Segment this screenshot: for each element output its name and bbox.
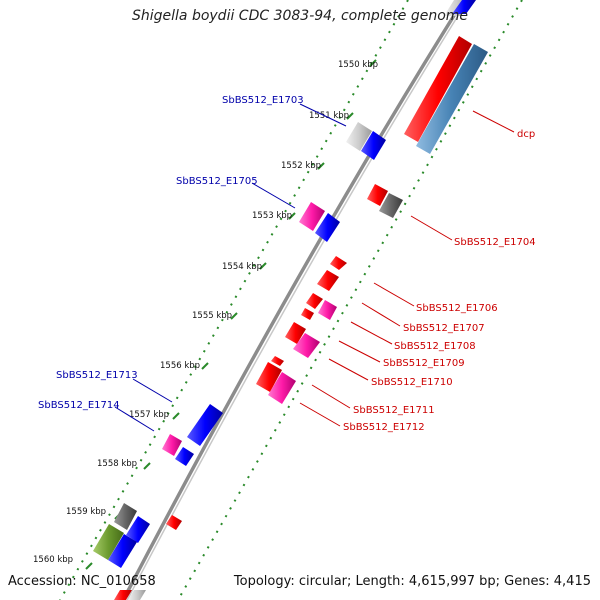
ruler-tick: [259, 262, 267, 270]
gene-sbbs512-e1705-blue[interactable]: [315, 213, 340, 242]
gene-label[interactable]: SbBS512_E1712: [343, 422, 425, 433]
gene-sbbs512-e1703-blue[interactable]: [361, 131, 386, 160]
gene-blue-bottom-b[interactable]: [108, 534, 137, 568]
gene-sbbs512-e1703-grey[interactable]: [346, 122, 372, 151]
gene-sbbs512-e1706[interactable]: [330, 256, 347, 270]
gene-sbbs512-e1714-blue[interactable]: [175, 447, 194, 466]
leader-line: [361, 302, 401, 327]
gene-sbbs512-e1711[interactable]: [256, 362, 282, 392]
genome-backbone-shadow: [126, 0, 469, 600]
ruler-tick: [172, 412, 180, 420]
gene-block-top-blue[interactable]: [452, 0, 476, 14]
leader-line: [311, 384, 351, 409]
ruler-label: 1552 kbp: [281, 161, 321, 171]
ruler-label: 1554 kbp: [222, 262, 262, 272]
ruler-tick: [288, 212, 296, 220]
gene-label[interactable]: SbBS512_E1706: [416, 303, 498, 314]
gene-sbbs512-e1708[interactable]: [318, 300, 337, 320]
gene-olive-bottom[interactable]: [93, 524, 124, 560]
ruler-tick: [317, 162, 325, 170]
gene-sbbs512-e1704-red[interactable]: [367, 184, 388, 206]
ruler-label: 1559 kbp: [66, 507, 106, 517]
gene-dcp[interactable]: [404, 36, 472, 142]
gene-sbbs512-e1712[interactable]: [268, 372, 296, 404]
genome-backbone: [121, 0, 466, 600]
gene-label[interactable]: SbBS512_E1714: [38, 400, 120, 411]
gene-blue-long[interactable]: [187, 404, 223, 446]
gene-label[interactable]: SbBS512_E1705: [176, 176, 258, 187]
gene-red-small-bottom[interactable]: [166, 515, 182, 530]
gene-blue-bottom-a[interactable]: [126, 516, 150, 543]
topology-text: Topology: circular; Length: 4,615,997 bp…: [233, 574, 591, 589]
ruler-tick: [201, 362, 209, 370]
gene-sbbs512-e1704-grey[interactable]: [379, 193, 403, 218]
ruler-label: 1560 kbp: [33, 555, 73, 565]
leader-line: [410, 215, 453, 241]
gene-label[interactable]: SbBS512_E1707: [403, 323, 485, 334]
ruler-label: 1555 kbp: [192, 311, 232, 321]
ruler-tick: [346, 112, 354, 120]
gene-labels-left: SbBS512_E1703 SbBS512_E1705 SbBS512_E171…: [38, 95, 304, 411]
leaders-left: [114, 103, 347, 432]
map-title: Shigella boydii CDC 3083-94, complete ge…: [131, 8, 469, 24]
gene-label[interactable]: SbBS512_E1708: [394, 341, 476, 352]
genes-inner: [114, 0, 488, 600]
leader-line: [338, 340, 381, 363]
gene-label[interactable]: SbBS512_E1709: [383, 358, 465, 369]
gene-block-bottom-red[interactable]: [114, 590, 132, 600]
gene-sbbs512-e1710b[interactable]: [271, 356, 284, 366]
accession-text: Accession: NC_010658: [8, 574, 156, 589]
ruler-label: 1551 kbp: [309, 111, 349, 121]
gene-sbbs512-e1707[interactable]: [306, 293, 323, 309]
gene-block-bottom-grey[interactable]: [128, 590, 146, 600]
ruler-tick: [85, 562, 93, 570]
gene-label[interactable]: dcp: [517, 129, 535, 140]
leader-line: [350, 321, 393, 345]
genes-outer: [93, 122, 386, 568]
gene-sbbs512-e1709[interactable]: [285, 322, 306, 344]
gene-sbbs512-e1705-pink[interactable]: [299, 202, 325, 231]
leader-line: [114, 406, 155, 432]
ruler-label: 1556 kbp: [160, 361, 200, 371]
leader-line: [299, 402, 341, 427]
leader-line: [472, 110, 515, 133]
gene-steelblue[interactable]: [416, 44, 488, 154]
guide-line-inner-right: [177, 0, 523, 600]
ruler-labels: 1550 kbp 1551 kbp 1552 kbp 1553 kbp 1554…: [33, 60, 378, 565]
ruler-tick: [230, 312, 238, 320]
gene-labels-right: dcp SbBS512_E1704 SbBS512_E1706 SbBS512_…: [343, 129, 536, 433]
ruler-tick: [369, 59, 377, 67]
leader-line: [251, 182, 296, 209]
gene-sbbs512-e1706b[interactable]: [317, 270, 339, 291]
gene-sbbs512-e1708b[interactable]: [301, 308, 314, 320]
ruler-tick: [143, 462, 151, 470]
ruler-label: 1553 kbp: [252, 211, 292, 221]
gene-label[interactable]: SbBS512_E1713: [56, 370, 138, 381]
ruler-ticks: [85, 59, 377, 570]
gene-label[interactable]: SbBS512_E1710: [371, 377, 453, 388]
gene-sbbs512-e1713-pink[interactable]: [162, 434, 182, 456]
guide-line-outer-left: [59, 0, 409, 600]
leader-line: [132, 378, 173, 403]
ruler-label: 1557 kbp: [129, 410, 169, 420]
ruler-label: 1558 kbp: [97, 459, 137, 469]
ruler-label: 1550 kbp: [338, 60, 378, 70]
gene-label[interactable]: SbBS512_E1711: [353, 405, 435, 416]
leader-line: [373, 282, 415, 307]
gene-label[interactable]: SbBS512_E1704: [454, 237, 536, 248]
leader-line: [299, 103, 347, 127]
leader-line: [328, 358, 369, 381]
gene-grey-bottom[interactable]: [114, 503, 137, 530]
gene-label[interactable]: SbBS512_E1703: [222, 95, 304, 106]
gene-sbbs512-e1710[interactable]: [293, 333, 320, 358]
leaders-right: [299, 110, 515, 427]
